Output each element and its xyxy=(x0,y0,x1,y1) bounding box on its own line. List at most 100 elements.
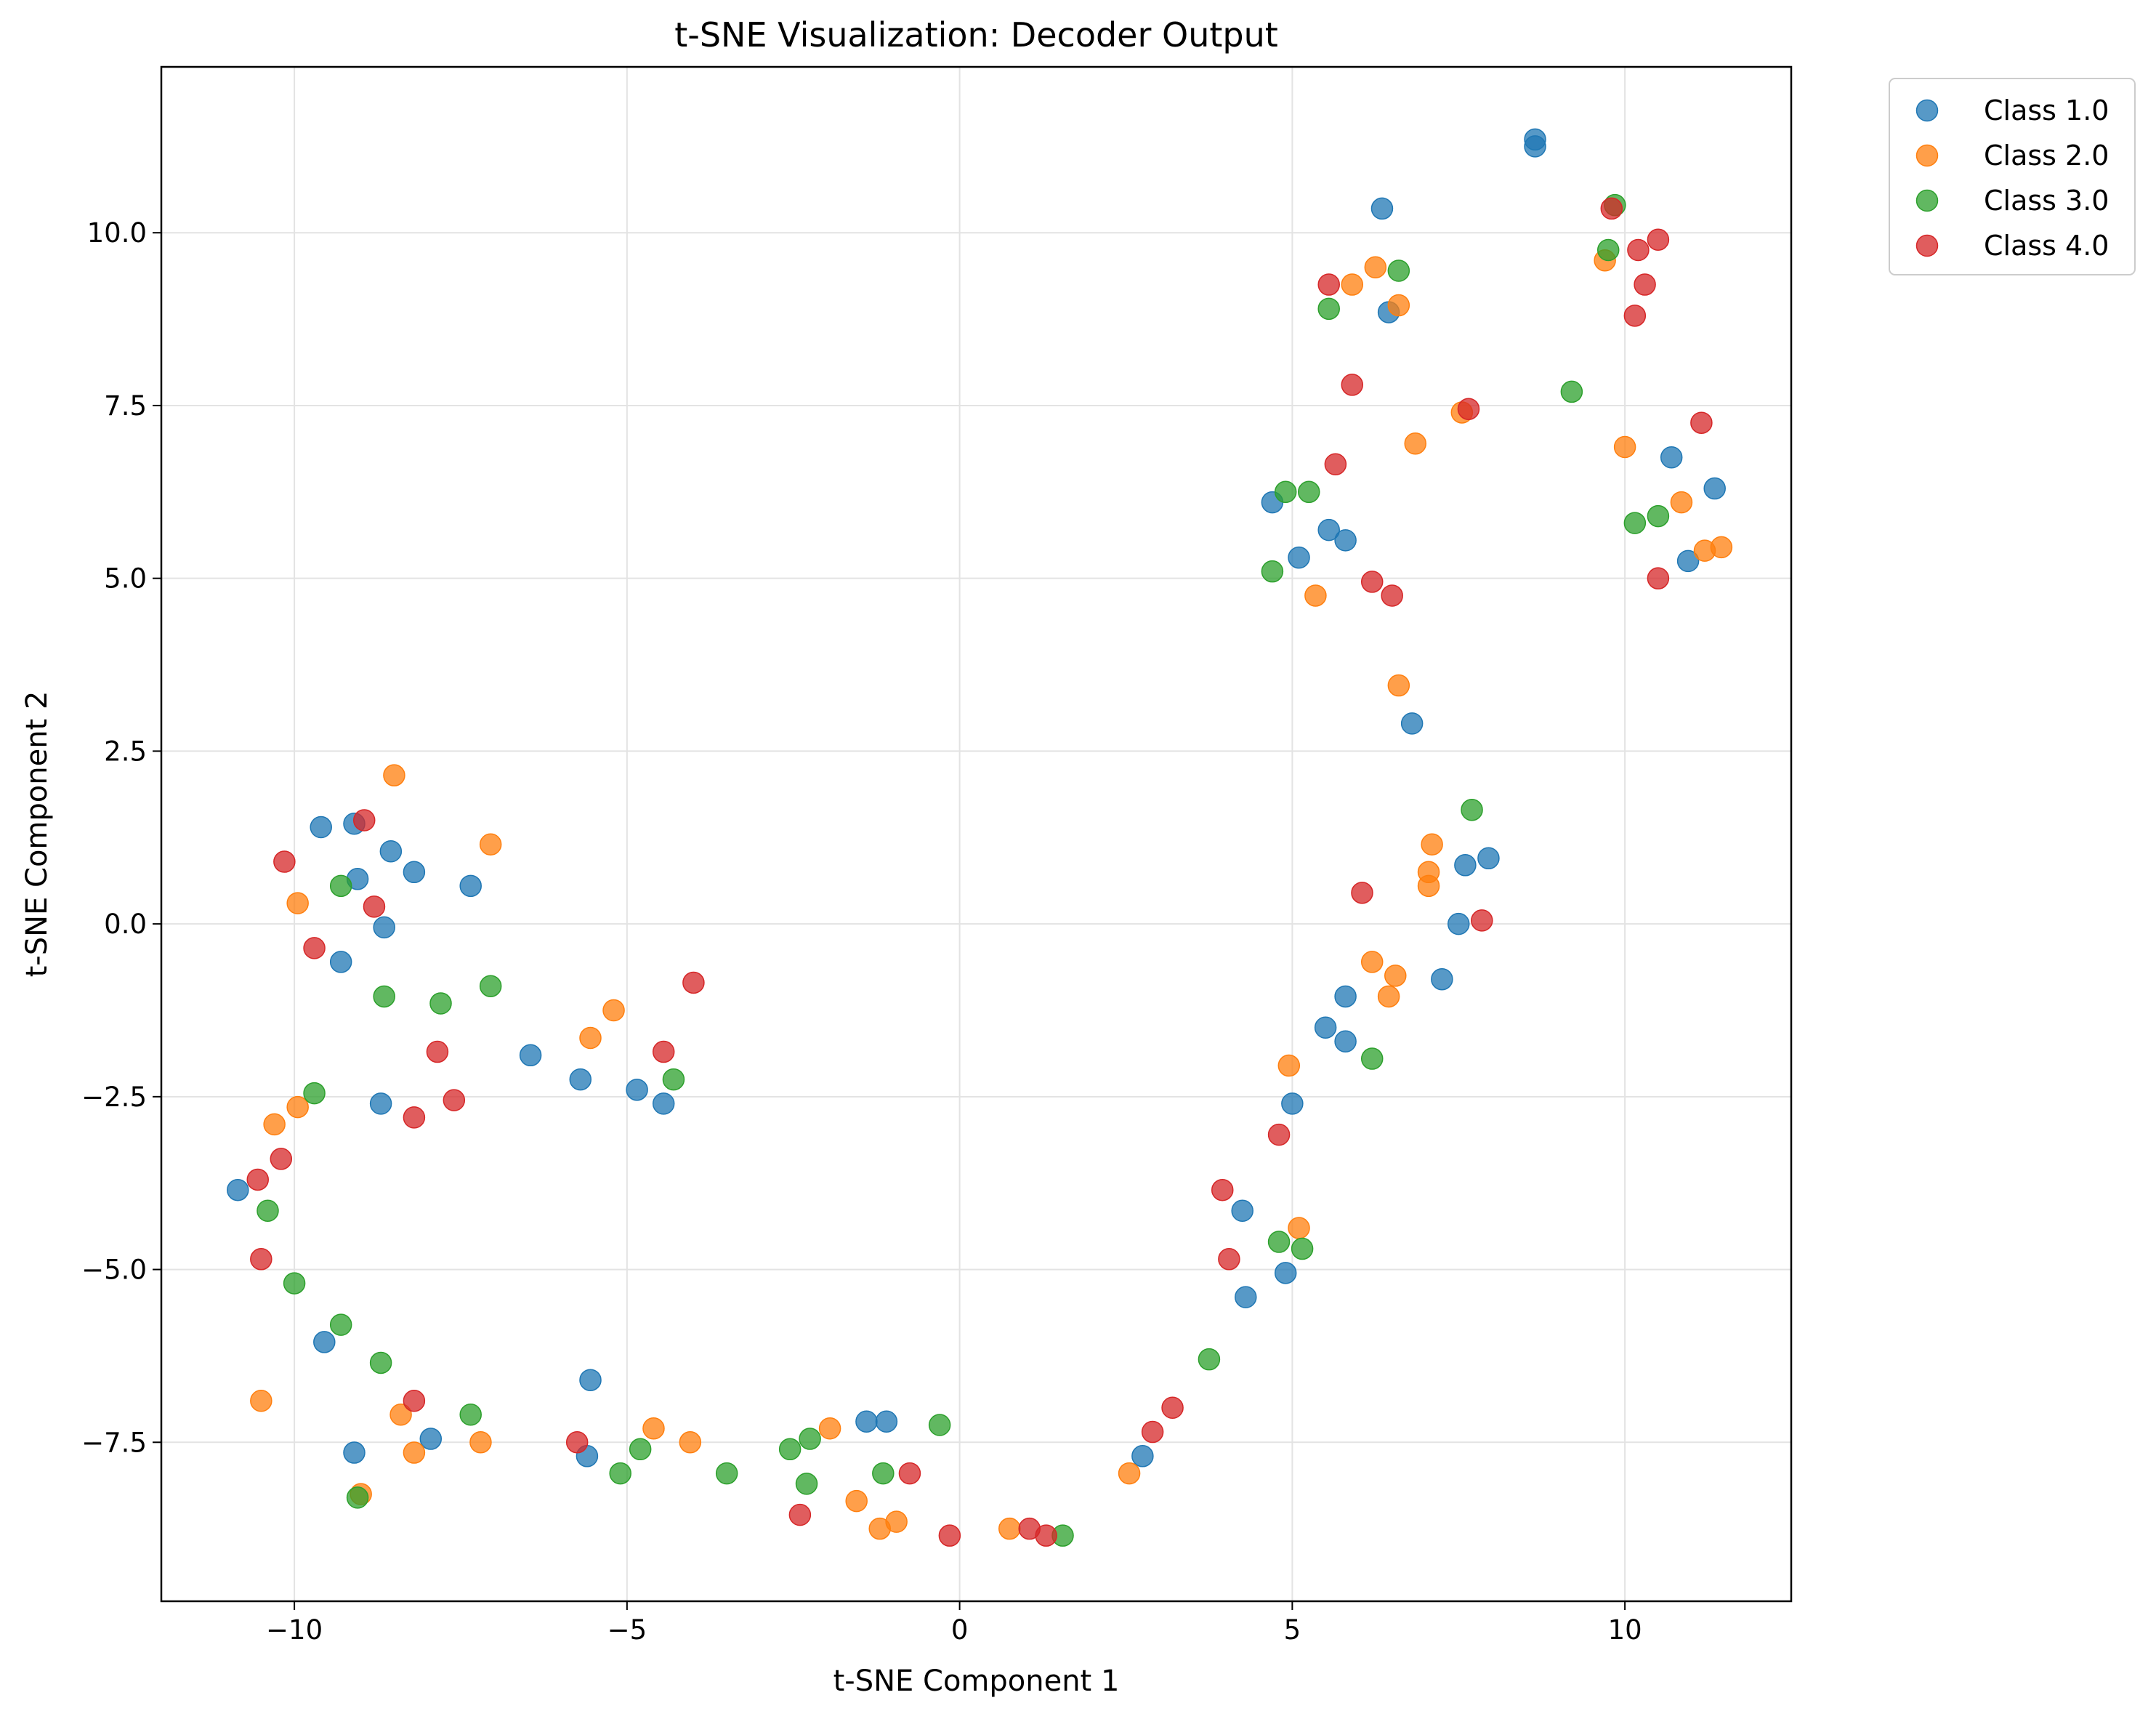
data-point xyxy=(1454,854,1477,877)
data-point xyxy=(788,1503,812,1526)
data-point xyxy=(1288,546,1310,569)
data-point xyxy=(1627,238,1650,262)
data-point xyxy=(352,809,376,832)
data-point xyxy=(938,1524,961,1547)
data-point xyxy=(1277,1054,1301,1077)
y-tick-label: 10.0 xyxy=(87,217,147,249)
data-point xyxy=(1288,1217,1310,1239)
data-point xyxy=(1613,435,1636,459)
data-point xyxy=(479,833,502,856)
data-point xyxy=(1457,398,1480,420)
data-point xyxy=(1431,967,1453,991)
data-point xyxy=(1647,504,1670,528)
data-point xyxy=(1647,567,1670,589)
data-point xyxy=(1141,1420,1164,1444)
data-point xyxy=(1341,374,1364,396)
data-point xyxy=(1703,477,1726,500)
data-point xyxy=(343,1441,366,1464)
data-point xyxy=(1377,985,1400,1008)
data-point xyxy=(898,1462,921,1485)
data-point xyxy=(1298,480,1320,504)
data-point xyxy=(389,1404,412,1426)
data-point xyxy=(652,1040,675,1063)
data-point xyxy=(403,1106,426,1129)
data-point xyxy=(642,1417,665,1440)
y-tick-label: −7.5 xyxy=(81,1427,147,1458)
data-point xyxy=(1317,518,1340,542)
data-point xyxy=(250,1248,272,1271)
data-point xyxy=(818,1417,841,1440)
data-point xyxy=(1198,1348,1221,1371)
data-point xyxy=(875,1410,898,1433)
data-point xyxy=(1360,571,1384,593)
data-point xyxy=(429,992,452,1015)
data-point xyxy=(313,1331,336,1353)
data-point xyxy=(459,874,482,898)
data-point xyxy=(369,1351,392,1374)
data-point xyxy=(928,1414,951,1436)
data-point xyxy=(1267,1231,1291,1253)
y-tick-label: 5.0 xyxy=(104,563,147,595)
data-point xyxy=(1387,674,1410,697)
data-point xyxy=(329,874,352,898)
data-point xyxy=(1623,512,1647,534)
data-point xyxy=(662,1068,685,1091)
data-point xyxy=(1231,1199,1253,1222)
data-point xyxy=(1161,1396,1184,1419)
data-point xyxy=(273,850,296,873)
data-point xyxy=(1623,305,1647,327)
legend-marker xyxy=(1915,234,1939,257)
data-point xyxy=(1387,294,1410,317)
data-point xyxy=(363,895,386,918)
data-point xyxy=(286,1095,309,1119)
data-point xyxy=(310,816,332,839)
data-point xyxy=(1341,273,1364,296)
data-point xyxy=(443,1089,466,1111)
x-tick-label: 10 xyxy=(1608,1614,1642,1646)
y-axis-title: t-SNE Component 2 xyxy=(20,691,54,978)
data-point xyxy=(246,1168,269,1191)
data-point xyxy=(868,1517,892,1540)
data-point xyxy=(682,971,705,994)
data-point xyxy=(303,937,326,959)
data-point xyxy=(403,1389,426,1412)
data-point xyxy=(369,1092,392,1115)
data-point xyxy=(1634,273,1656,296)
data-point xyxy=(403,861,426,884)
data-point xyxy=(1370,197,1394,220)
data-point xyxy=(579,1369,602,1391)
legend-marker xyxy=(1915,189,1939,212)
data-point xyxy=(1600,197,1623,220)
data-point xyxy=(383,764,405,786)
data-point xyxy=(1317,297,1340,321)
y-tick-label: 7.5 xyxy=(104,390,147,422)
data-point xyxy=(303,1082,326,1105)
data-point xyxy=(1324,453,1347,476)
plot-area-frame xyxy=(160,65,1793,1603)
data-point xyxy=(1334,529,1357,552)
data-point xyxy=(1477,847,1500,870)
data-point xyxy=(872,1462,895,1485)
data-point xyxy=(569,1068,592,1091)
data-point xyxy=(1274,1262,1297,1284)
data-point xyxy=(1364,256,1387,279)
data-point xyxy=(1660,446,1683,469)
data-point xyxy=(778,1438,802,1461)
data-point xyxy=(1211,1178,1234,1201)
y-tick-label: 2.5 xyxy=(104,736,147,767)
data-point xyxy=(1360,951,1384,973)
data-point xyxy=(373,916,395,939)
data-point xyxy=(1417,874,1440,898)
data-point xyxy=(1471,909,1493,932)
data-point xyxy=(1387,259,1410,282)
data-points xyxy=(227,128,1733,1547)
y-tick-label: 0.0 xyxy=(104,909,147,940)
data-point xyxy=(263,1113,286,1136)
data-point xyxy=(795,1473,818,1495)
data-point xyxy=(799,1428,821,1450)
data-point xyxy=(579,1026,602,1050)
legend: Class 1.0 Class 2.0 Class 3.0 Class 4.0 xyxy=(1889,78,2136,275)
x-axis-title: t-SNE Component 1 xyxy=(833,1664,1120,1698)
data-point xyxy=(1281,1092,1304,1115)
